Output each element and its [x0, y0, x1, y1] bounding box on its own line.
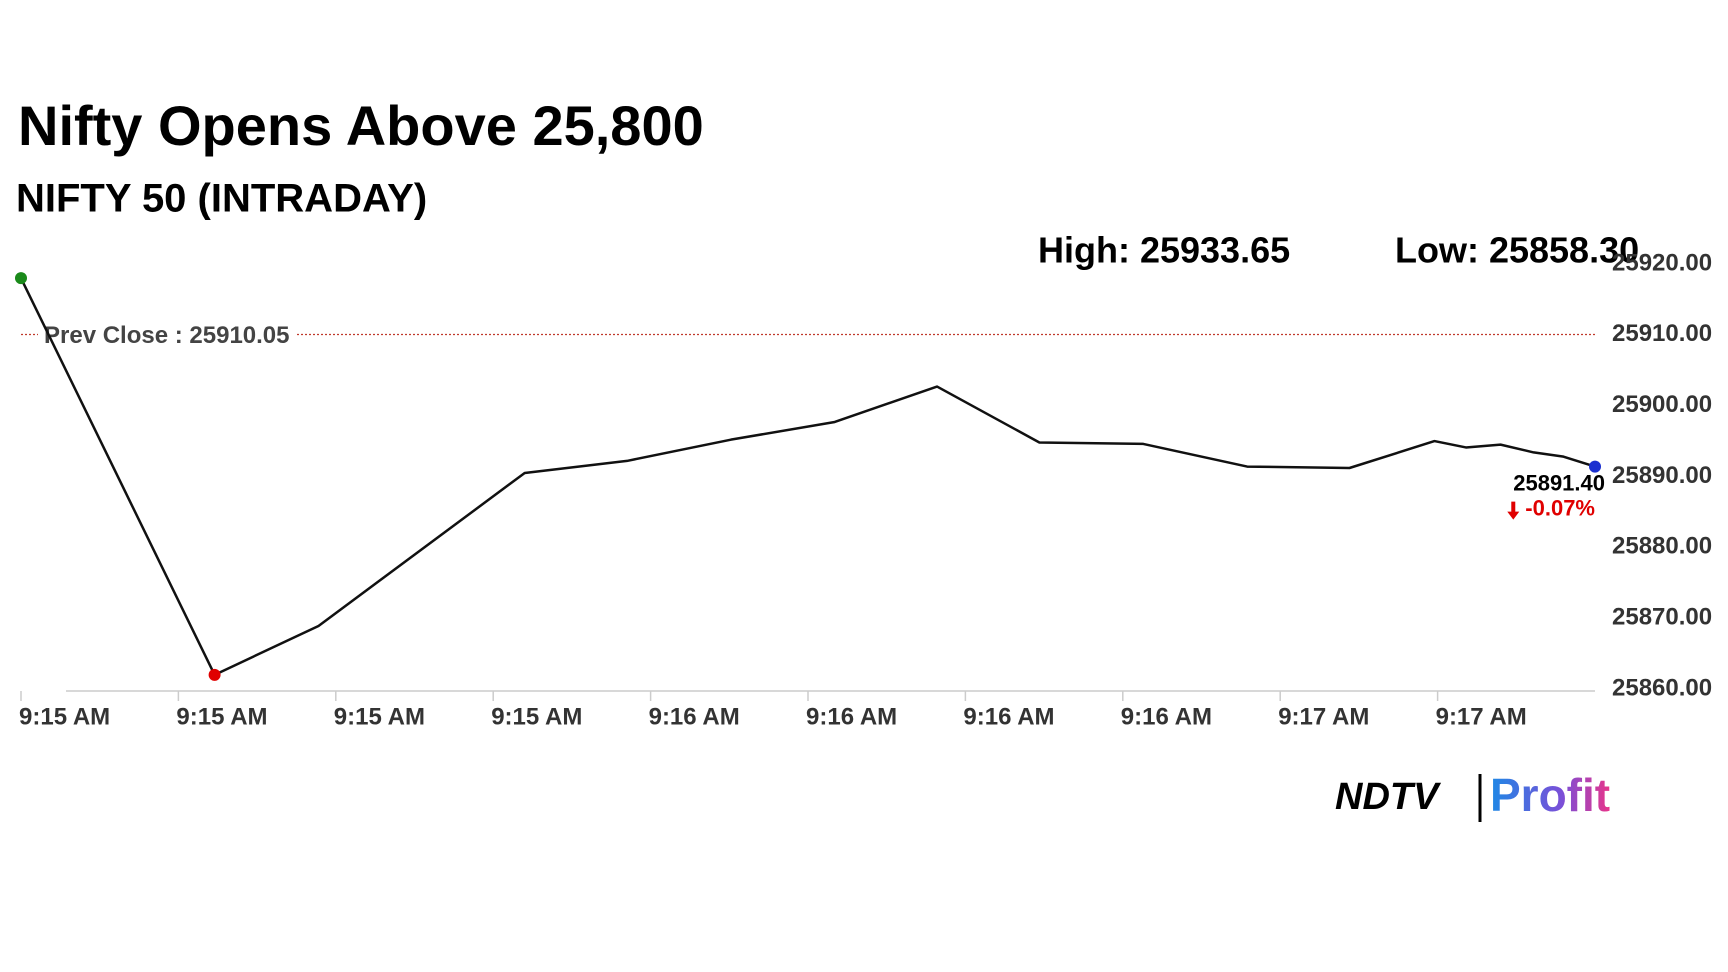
logo-ndtv: NDTV	[1335, 776, 1441, 818]
x-tick-label: 9:15 AM	[176, 703, 267, 730]
chart-title: Nifty Opens Above 25,800	[18, 94, 704, 157]
chart-subtitle: NIFTY 50 (INTRADAY)	[16, 177, 427, 221]
last-value-label: 25891.40	[1513, 470, 1605, 495]
y-tick-label: 25920.00	[1612, 249, 1712, 276]
x-tick-label: 9:17 AM	[1436, 703, 1527, 730]
start-marker	[15, 272, 27, 285]
down-arrow	[1507, 501, 1520, 520]
x-tick-label: 9:16 AM	[963, 703, 1054, 730]
x-tick-label: 9:15 AM	[19, 703, 110, 730]
x-tick-label: 9:15 AM	[491, 703, 582, 730]
x-tick-label: 9:15 AM	[334, 703, 425, 730]
logo: NDTV Profit	[1335, 769, 1610, 822]
y-tick-label: 25910.00	[1612, 320, 1712, 347]
y-tick-label: 25900.00	[1612, 391, 1712, 418]
y-tick-label: 25890.00	[1612, 462, 1712, 489]
logo-profit: Profit	[1490, 769, 1610, 821]
end-marker	[1589, 460, 1601, 473]
y-tick-label: 25880.00	[1612, 533, 1712, 560]
x-tick-label: 9:16 AM	[806, 703, 897, 730]
x-tick-label: 9:17 AM	[1278, 703, 1369, 730]
x-tick-label: 9:16 AM	[1121, 703, 1212, 730]
x-tick-label: 9:16 AM	[649, 703, 740, 730]
change-label: -0.07%	[1525, 495, 1595, 520]
y-tick-label: 25870.00	[1612, 604, 1712, 631]
prev-close-label-bg	[38, 321, 296, 349]
prev-close-label: Prev Close : 25910.05	[44, 322, 290, 349]
y-tick-label: 25860.00	[1612, 674, 1712, 701]
low-marker	[208, 668, 221, 681]
low-label: Low: 25858.30	[1395, 230, 1639, 271]
line-series	[19, 277, 1596, 677]
high-label: High: 25933.65	[1038, 230, 1290, 271]
